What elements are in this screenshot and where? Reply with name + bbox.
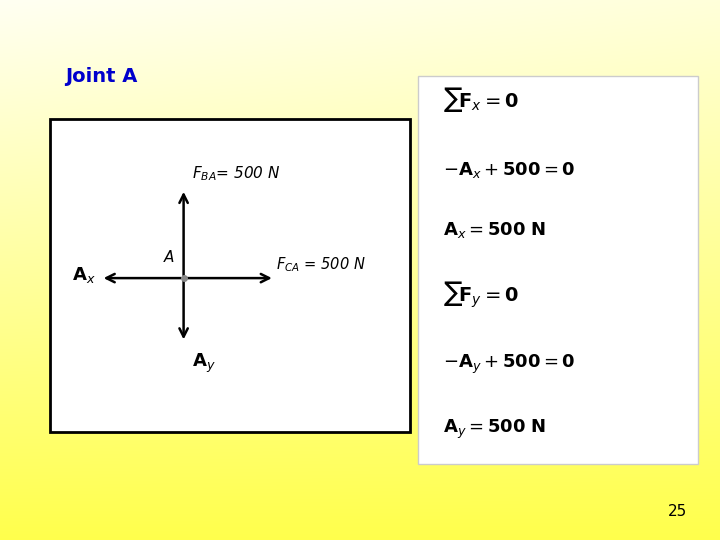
Text: $-\mathbf{A}_x + \mathbf{500} = \mathbf{0}$: $-\mathbf{A}_x + \mathbf{500} = \mathbf{… bbox=[443, 160, 575, 180]
Text: $\mathbf{A}_y$: $\mathbf{A}_y$ bbox=[192, 352, 216, 375]
Text: Joint A: Joint A bbox=[65, 68, 138, 86]
Text: $F_{CA}$ = 500 N: $F_{CA}$ = 500 N bbox=[276, 255, 366, 274]
Bar bbox=[418, 76, 698, 464]
Text: $\sum\!\mathbf{F}_y = \mathbf{0}$: $\sum\!\mathbf{F}_y = \mathbf{0}$ bbox=[443, 279, 519, 309]
Text: 25: 25 bbox=[668, 504, 688, 519]
Text: $\sum\!\mathbf{F}_x = \mathbf{0}$: $\sum\!\mathbf{F}_x = \mathbf{0}$ bbox=[443, 85, 519, 114]
Text: $A$: $A$ bbox=[163, 248, 175, 265]
Text: $\mathbf{A}_x$: $\mathbf{A}_x$ bbox=[72, 265, 96, 286]
Text: $F_{BA}$= 500 N: $F_{BA}$= 500 N bbox=[192, 164, 281, 183]
Text: $\mathbf{A}_y = \mathbf{500\ N}$: $\mathbf{A}_y = \mathbf{500\ N}$ bbox=[443, 418, 546, 441]
Text: $-\mathbf{A}_y + \mathbf{500} = \mathbf{0}$: $-\mathbf{A}_y + \mathbf{500} = \mathbf{… bbox=[443, 353, 575, 376]
Bar bbox=[50, 119, 410, 432]
Text: $\mathbf{A}_x = \mathbf{500\ N}$: $\mathbf{A}_x = \mathbf{500\ N}$ bbox=[443, 219, 546, 240]
